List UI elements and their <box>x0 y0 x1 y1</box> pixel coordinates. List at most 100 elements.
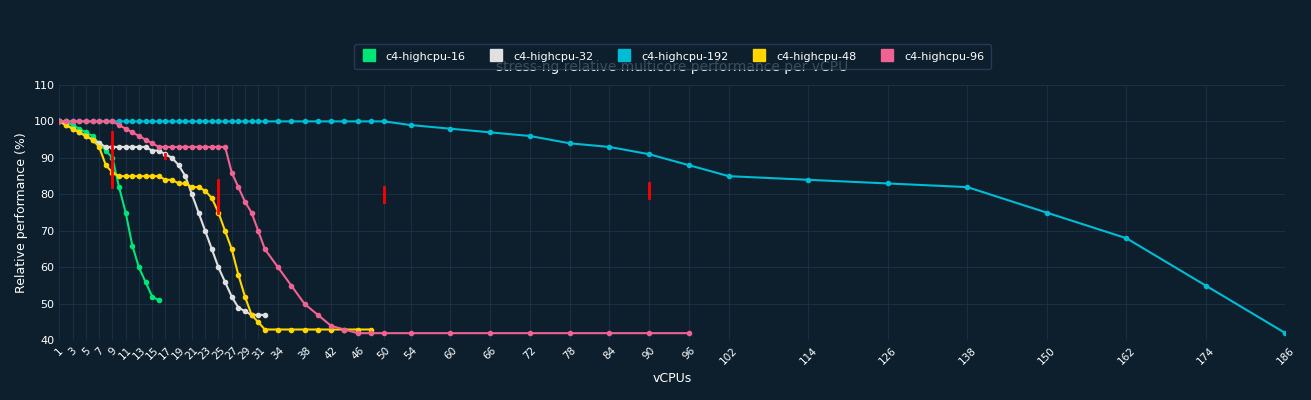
c4-highcpu-48 <box>71 130 87 135</box>
c4-highcpu-96 <box>125 130 140 135</box>
c4-highcpu-96 <box>224 170 240 175</box>
c4-highcpu-96 <box>138 137 153 142</box>
c4-highcpu-96 <box>131 134 147 138</box>
c4-highcpu-96 <box>482 331 498 336</box>
c4-highcpu-48 <box>111 174 127 178</box>
c4-highcpu-32 <box>111 144 127 149</box>
c4-highcpu-32 <box>170 163 186 168</box>
c4-highcpu-96 <box>283 283 299 288</box>
Line: c4-highcpu-16: c4-highcpu-16 <box>58 119 161 302</box>
c4-highcpu-192 <box>211 119 227 124</box>
c4-highcpu-48 <box>64 126 80 131</box>
c4-highcpu-96 <box>257 247 273 252</box>
c4-highcpu-48 <box>244 312 260 317</box>
c4-highcpu-192 <box>350 119 366 124</box>
c4-highcpu-48 <box>118 174 134 178</box>
c4-highcpu-32 <box>250 312 266 317</box>
Line: c4-highcpu-96: c4-highcpu-96 <box>58 119 691 335</box>
c4-highcpu-96 <box>376 331 392 336</box>
Y-axis label: Relative performance (%): Relative performance (%) <box>14 132 28 293</box>
c4-highcpu-16 <box>92 141 108 146</box>
c4-highcpu-16 <box>131 265 147 270</box>
c4-highcpu-48 <box>283 327 299 332</box>
c4-highcpu-16 <box>138 280 153 284</box>
c4-highcpu-48 <box>177 181 193 186</box>
c4-highcpu-96 <box>190 144 206 149</box>
c4-highcpu-16 <box>71 126 87 131</box>
c4-highcpu-96 <box>641 331 657 336</box>
c4-highcpu-48 <box>231 272 246 277</box>
c4-highcpu-32 <box>218 280 233 284</box>
c4-highcpu-32 <box>190 210 206 215</box>
c4-highcpu-32 <box>157 152 173 157</box>
c4-highcpu-16 <box>118 210 134 215</box>
c4-highcpu-32 <box>144 148 160 153</box>
c4-highcpu-48 <box>198 188 214 193</box>
c4-highcpu-48 <box>144 174 160 178</box>
c4-highcpu-32 <box>211 265 227 270</box>
c4-highcpu-16 <box>51 119 67 124</box>
c4-highcpu-32 <box>224 294 240 299</box>
c4-highcpu-96 <box>296 302 312 306</box>
c4-highcpu-96 <box>151 144 166 149</box>
Legend: c4-highcpu-16, c4-highcpu-32, c4-highcpu-192, c4-highcpu-48, c4-highcpu-96: c4-highcpu-16, c4-highcpu-32, c4-highcpu… <box>354 44 991 68</box>
c4-highcpu-48 <box>211 210 227 215</box>
c4-highcpu-48 <box>350 327 366 332</box>
c4-highcpu-96 <box>205 144 220 149</box>
c4-highcpu-48 <box>205 196 220 200</box>
c4-highcpu-32 <box>85 137 101 142</box>
X-axis label: vCPUs: vCPUs <box>653 372 692 385</box>
c4-highcpu-48 <box>296 327 312 332</box>
c4-highcpu-192 <box>1278 331 1294 336</box>
c4-highcpu-48 <box>190 185 206 190</box>
c4-highcpu-48 <box>85 137 101 142</box>
c4-highcpu-32 <box>79 134 94 138</box>
c4-highcpu-96 <box>111 123 127 128</box>
c4-highcpu-48 <box>125 174 140 178</box>
c4-highcpu-48 <box>218 228 233 233</box>
c4-highcpu-48 <box>164 178 180 182</box>
c4-highcpu-32 <box>244 312 260 317</box>
c4-highcpu-32 <box>131 144 147 149</box>
c4-highcpu-32 <box>58 123 73 128</box>
c4-highcpu-32 <box>231 305 246 310</box>
c4-highcpu-96 <box>177 144 193 149</box>
c4-highcpu-32 <box>92 141 108 146</box>
c4-highcpu-192 <box>64 119 80 124</box>
c4-highcpu-48 <box>257 327 273 332</box>
c4-highcpu-96 <box>71 119 87 124</box>
c4-highcpu-48 <box>98 163 114 168</box>
c4-highcpu-32 <box>205 247 220 252</box>
c4-highcpu-48 <box>157 178 173 182</box>
c4-highcpu-96 <box>144 141 160 146</box>
c4-highcpu-32 <box>184 192 199 197</box>
c4-highcpu-16 <box>85 134 101 138</box>
c4-highcpu-96 <box>164 144 180 149</box>
c4-highcpu-96 <box>250 228 266 233</box>
c4-highcpu-96 <box>118 126 134 131</box>
c4-highcpu-192 <box>71 119 87 124</box>
c4-highcpu-32 <box>98 144 114 149</box>
Line: c4-highcpu-48: c4-highcpu-48 <box>58 119 372 332</box>
c4-highcpu-96 <box>363 331 379 336</box>
c4-highcpu-96 <box>443 331 459 336</box>
c4-highcpu-48 <box>58 123 73 128</box>
c4-highcpu-96 <box>157 144 173 149</box>
c4-highcpu-96 <box>184 144 199 149</box>
c4-highcpu-96 <box>337 327 353 332</box>
c4-highcpu-48 <box>337 327 353 332</box>
c4-highcpu-48 <box>138 174 153 178</box>
c4-highcpu-192 <box>51 119 67 124</box>
Line: c4-highcpu-192: c4-highcpu-192 <box>58 119 1287 335</box>
c4-highcpu-96 <box>270 265 286 270</box>
c4-highcpu-48 <box>92 144 108 149</box>
c4-highcpu-48 <box>79 134 94 138</box>
c4-highcpu-96 <box>105 119 121 124</box>
c4-highcpu-48 <box>184 185 199 190</box>
c4-highcpu-32 <box>257 312 273 317</box>
c4-highcpu-48 <box>363 327 379 332</box>
c4-highcpu-16 <box>151 298 166 303</box>
c4-highcpu-48 <box>237 294 253 299</box>
c4-highcpu-48 <box>151 174 166 178</box>
c4-highcpu-96 <box>682 331 697 336</box>
